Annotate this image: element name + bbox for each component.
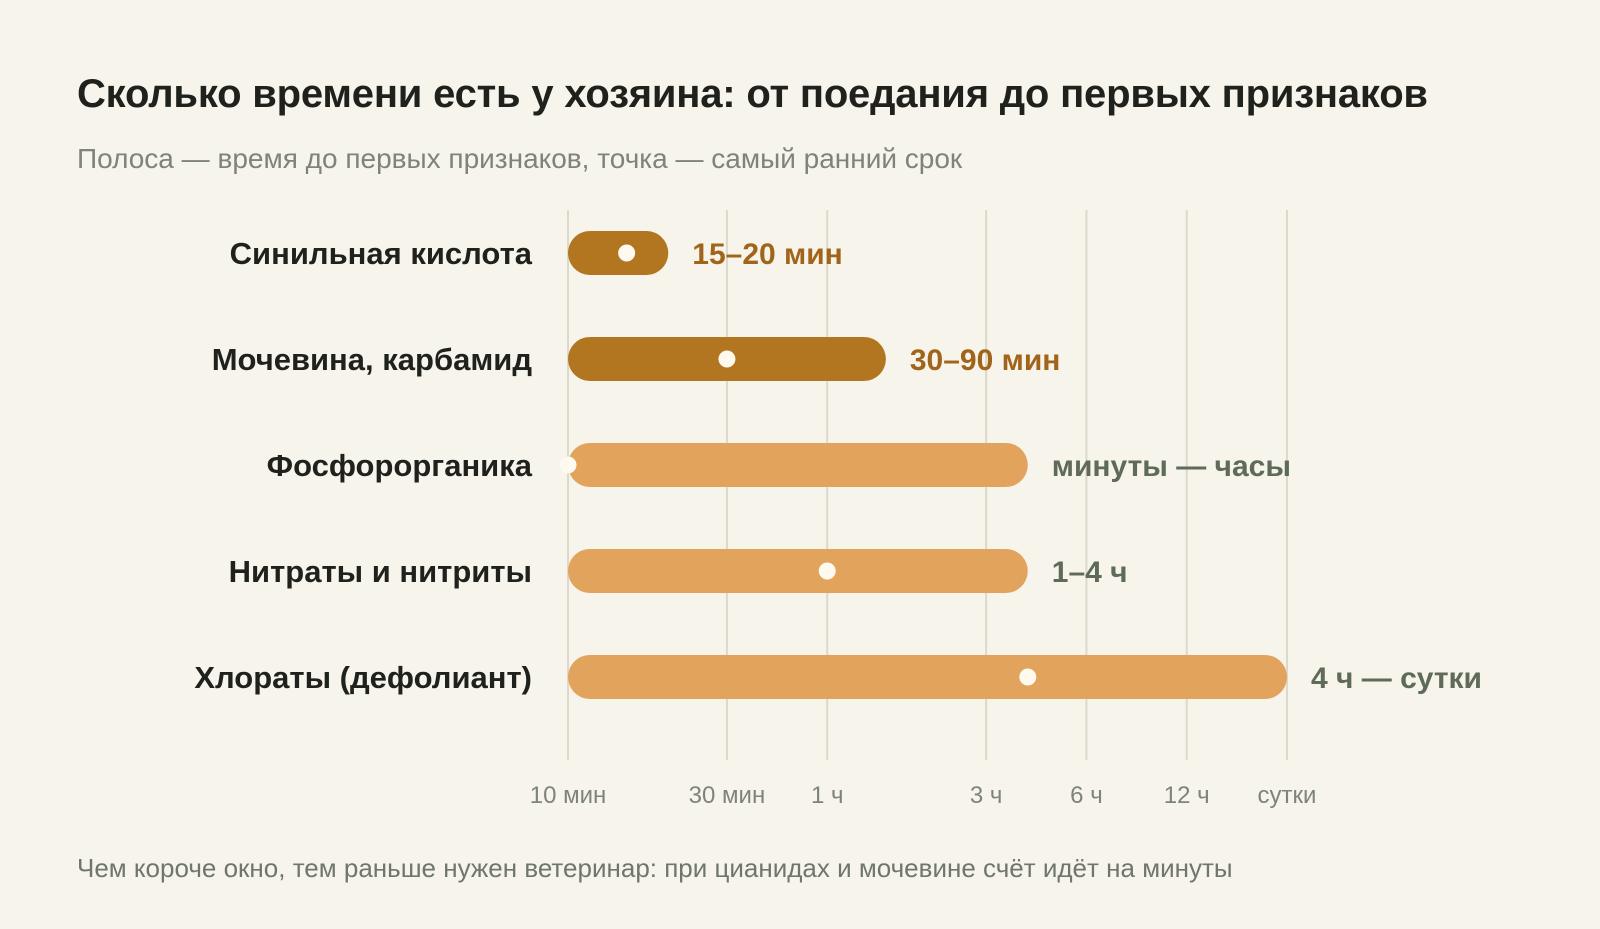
- earliest-dot: [1019, 668, 1037, 686]
- x-tick-label: 12 ч: [1164, 782, 1210, 809]
- value-label: 4 ч — сутки: [1311, 662, 1482, 695]
- earliest-dot: [718, 350, 736, 368]
- labels: Синильная кислота 15–20 мин Мочевина, карб…: [194, 236, 1482, 695]
- range-bar: [568, 655, 1287, 699]
- x-tick-label: 3 ч: [970, 782, 1003, 809]
- range-bar: [568, 443, 1028, 487]
- value-label: минуты — часы: [1052, 450, 1291, 483]
- earliest-dot: [618, 244, 636, 262]
- value-label: 1–4 ч: [1052, 556, 1128, 589]
- x-tick-label: сутки: [1258, 782, 1317, 809]
- x-tick-label: 30 мин: [689, 782, 766, 809]
- x-tick-label: 1 ч: [811, 782, 844, 809]
- value-label: 15–20 мин: [692, 238, 843, 271]
- earliest-dot: [818, 562, 836, 580]
- x-tick-label: 10 мин: [530, 782, 607, 809]
- chart-subtitle: Полоса — время до первых признаков, точк…: [77, 143, 963, 174]
- row-label: Хлораты (дефолиант): [194, 660, 532, 695]
- chart-footnote: Чем короче окно, тем раньше нужен ветери…: [77, 853, 1233, 883]
- range-bar: [568, 231, 669, 275]
- bars: [559, 231, 1287, 699]
- range-bar: [568, 549, 1028, 593]
- row-label: Мочевина, карбамид: [212, 342, 533, 377]
- row-label: Нитраты и нитриты: [229, 554, 532, 589]
- x-axis-ticks: 10 мин 30 мин 1 ч 3 ч 6 ч 12 ч сутки: [530, 782, 1317, 809]
- row-label: Фосфорорганика: [267, 448, 533, 483]
- x-tick-label: 6 ч: [1070, 782, 1103, 809]
- row-label: Синильная кислота: [230, 236, 533, 271]
- chart-title: Сколько времени есть у хозяина: от поеда…: [77, 72, 1428, 116]
- value-label: 30–90 мин: [910, 344, 1061, 377]
- earliest-dot: [559, 456, 577, 474]
